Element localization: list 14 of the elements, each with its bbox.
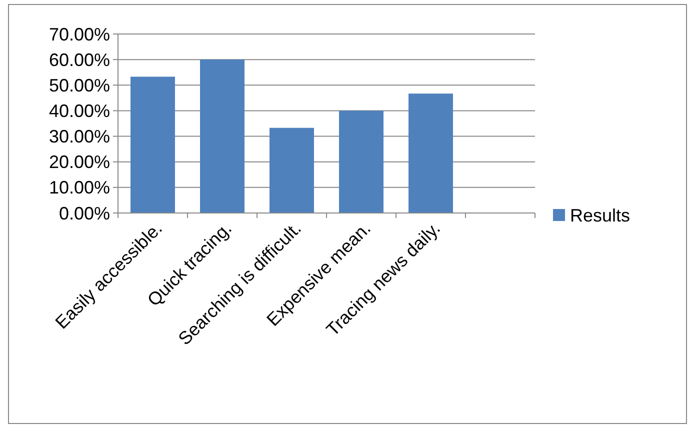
y-tick-label: 30.00% xyxy=(48,126,110,147)
bar xyxy=(200,60,244,213)
legend-label: Results xyxy=(570,205,630,226)
y-tick-label: 0.00% xyxy=(58,203,110,224)
y-tick-label: 40.00% xyxy=(48,101,110,122)
y-tick-label: 70.00% xyxy=(48,24,110,44)
y-tick-label: 20.00% xyxy=(48,152,110,172)
bar xyxy=(339,110,384,213)
y-tick-label: 50.00% xyxy=(48,75,110,96)
y-tick-label: 10.00% xyxy=(48,178,110,198)
bar xyxy=(408,94,453,213)
y-tick-label: 60.00% xyxy=(48,50,110,70)
bar xyxy=(130,76,175,213)
bar xyxy=(270,128,314,213)
